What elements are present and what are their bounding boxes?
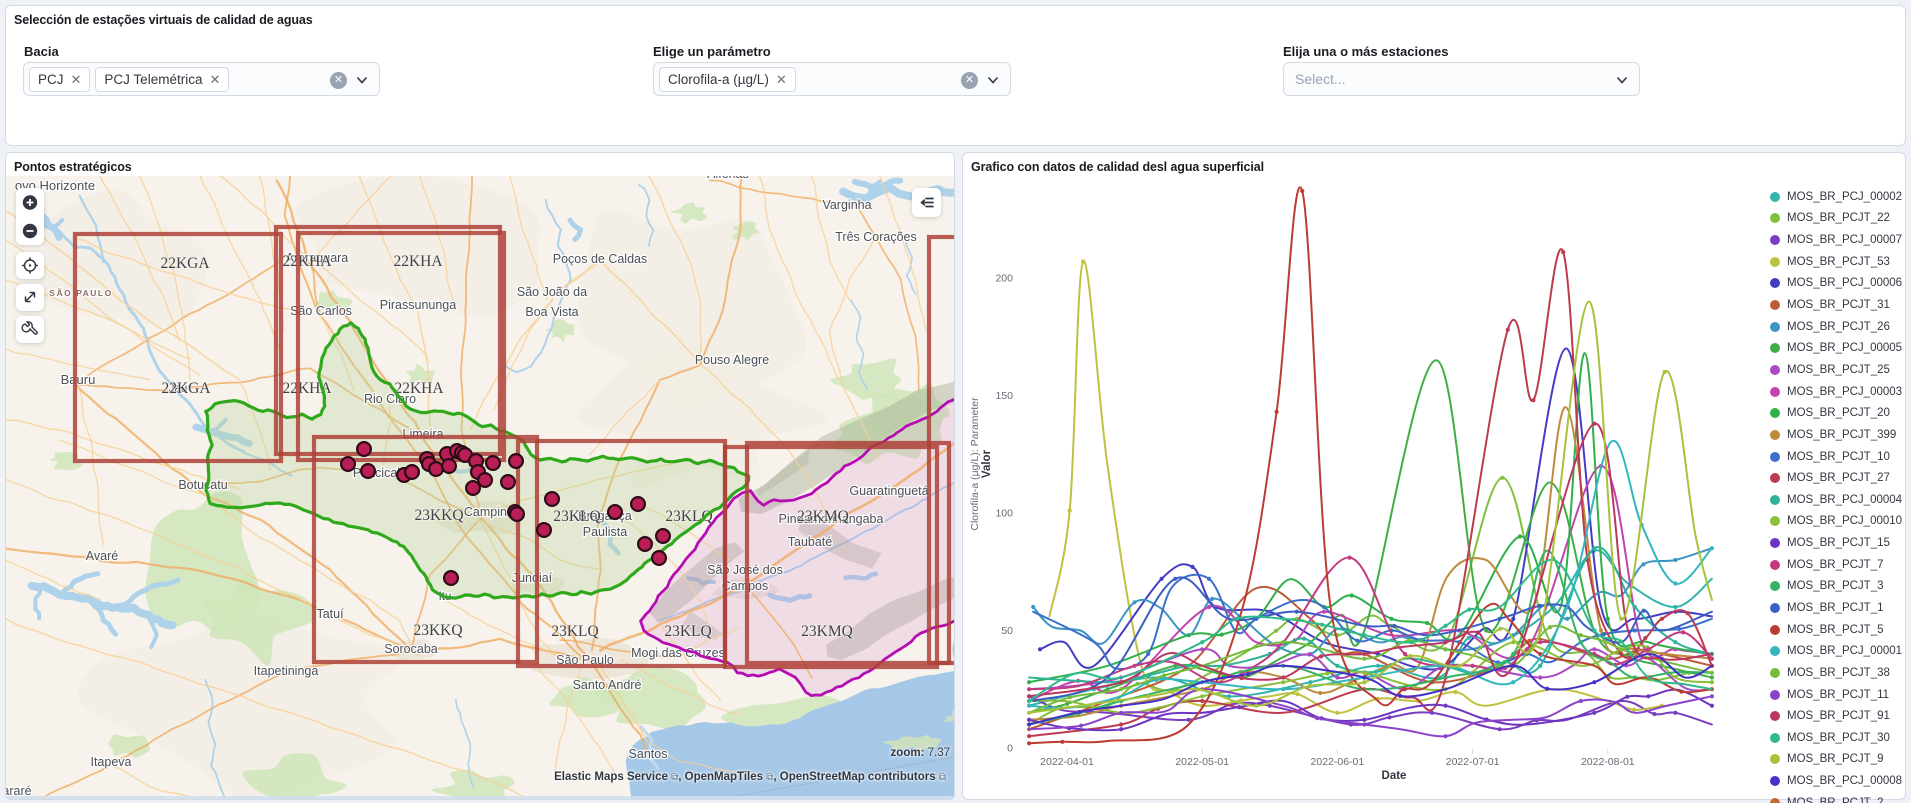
svg-text:2022-08-01: 2022-08-01 — [1581, 756, 1635, 768]
svg-text:23KMQ: 23KMQ — [801, 623, 853, 640]
svg-text:200: 200 — [995, 273, 1013, 285]
svg-text:Botucatu: Botucatu — [178, 478, 227, 492]
svg-text:Campinas: Campinas — [464, 505, 520, 519]
svg-text:22KGA: 22KGA — [160, 255, 210, 272]
svg-text:Jaú: Jaú — [169, 383, 188, 395]
svg-text:Poços de Caldas: Poços de Caldas — [553, 252, 648, 266]
svg-text:Tatuí: Tatuí — [316, 607, 344, 621]
svg-text:2022-05-01: 2022-05-01 — [1175, 756, 1229, 768]
svg-text:Três Corações: Três Corações — [835, 230, 917, 244]
svg-text:2022-06-01: 2022-06-01 — [1311, 756, 1365, 768]
svg-text:22KHA: 22KHA — [282, 253, 332, 270]
svg-text:Bauru: Bauru — [61, 372, 96, 387]
svg-text:Paulista: Paulista — [583, 525, 628, 539]
svg-text:Itapeva: Itapeva — [90, 755, 131, 769]
svg-text:São João da: São João da — [517, 285, 587, 299]
svg-text:SÃO PAULO: SÃO PAULO — [49, 288, 112, 298]
svg-text:100: 100 — [995, 508, 1013, 520]
svg-text:Itapetininga: Itapetininga — [254, 664, 319, 678]
svg-text:2022-07-01: 2022-07-01 — [1446, 756, 1500, 768]
svg-text:Guaratinguetá: Guaratinguetá — [849, 484, 928, 498]
svg-text:Araraquara: Araraquara — [286, 251, 349, 265]
svg-text:23KLQ: 23KLQ — [551, 623, 598, 640]
svg-text:Santo André: Santo André — [573, 678, 642, 692]
svg-text:Clorofila-a (µg/L): Parameter: Clorofila-a (µg/L): Parameter — [969, 397, 981, 531]
svg-text:23KMQ: 23KMQ — [797, 508, 849, 525]
svg-text:Pouso Alegre: Pouso Alegre — [695, 353, 769, 367]
svg-text:23KLQ: 23KLQ — [664, 623, 711, 640]
svg-text:22KHA: 22KHA — [394, 380, 444, 397]
svg-text:Pirassununga: Pirassununga — [380, 298, 456, 312]
svg-text:Alfenas: Alfenas — [707, 176, 749, 181]
svg-text:Boa Vista: Boa Vista — [525, 305, 578, 319]
svg-text:Pindamonhangaba: Pindamonhangaba — [779, 512, 884, 526]
svg-text:Jundiaí: Jundiaí — [512, 571, 553, 585]
svg-text:0: 0 — [1007, 743, 1013, 755]
svg-text:150: 150 — [995, 390, 1013, 402]
svg-text:Avaré: Avaré — [86, 549, 118, 563]
svg-text:22KGA: 22KGA — [161, 380, 211, 397]
svg-text:Varginha: Varginha — [822, 198, 871, 212]
svg-text:Date: Date — [1382, 770, 1407, 782]
svg-text:2022-04-01: 2022-04-01 — [1040, 756, 1094, 768]
svg-text:Santos: Santos — [629, 747, 668, 761]
svg-text:23KKQ: 23KKQ — [414, 507, 463, 524]
svg-text:23KLQ: 23KLQ — [553, 508, 600, 525]
svg-text:São Carlos: São Carlos — [290, 304, 352, 318]
svg-text:Taubaté: Taubaté — [788, 535, 833, 549]
svg-text:Valor: Valor — [981, 449, 993, 478]
svg-text:23KKQ: 23KKQ — [413, 622, 462, 639]
svg-text:50: 50 — [1001, 625, 1013, 637]
svg-text:22KHA: 22KHA — [393, 253, 443, 270]
svg-text:Sorocaba: Sorocaba — [384, 642, 438, 656]
